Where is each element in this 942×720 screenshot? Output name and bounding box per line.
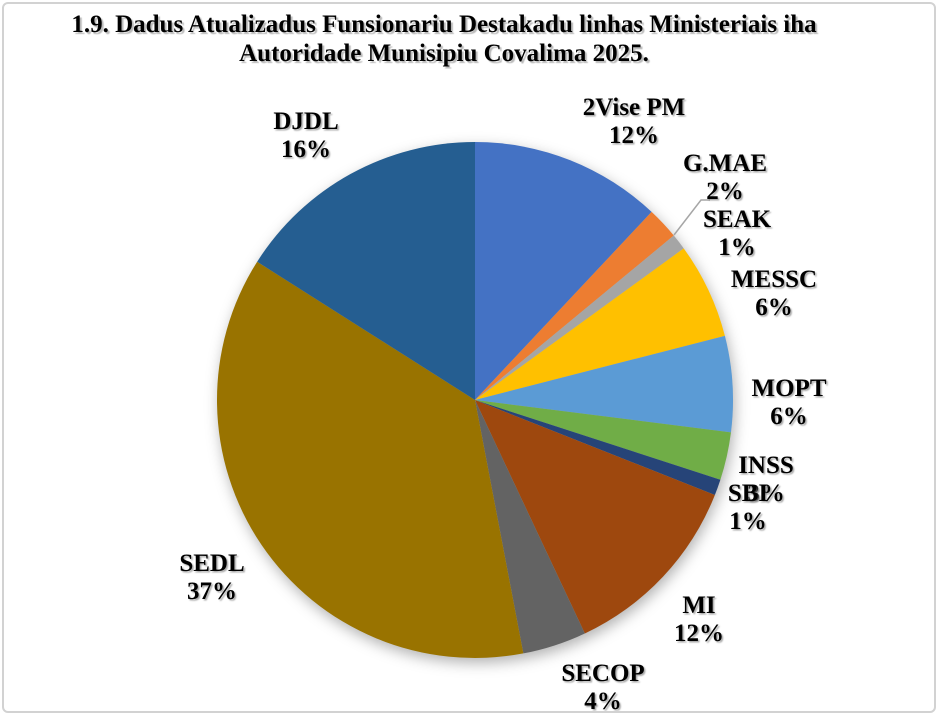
chart-title-line1: 1.9. Dadus Atualizadus Funsionariu Desta… [71,11,817,38]
pie-label-name-mopt: MOPT [751,375,827,402]
pie-label-name-djdl: DJDL [273,108,339,135]
pie-label-messc: MESSC 6% [731,266,817,322]
pie-label-value-mopt: 6% [770,403,808,430]
pie-label-name-messc: MESSC [730,266,818,293]
pie-slice-seak [475,235,684,400]
pie-slice-djdl [257,142,475,400]
pie-label-name-sedl: SEDL [179,550,245,577]
pie-slice-messc [475,248,725,400]
pie-label-value-sedl: 37% [187,578,237,605]
pie-label-value-messc: 6% [755,294,793,321]
pie-slice-sedl [216,261,524,658]
pie-label-seak: SEAK 1% [703,206,771,262]
pie-label-name-inss: INSS [738,452,794,479]
pie-label-value-g-mae: 2% [706,178,744,205]
pie-label-value-2vise-pm: 12% [608,122,659,149]
pie-label-djdl: DJDL 16% [273,108,338,164]
pie-label-sbi: SBI 1% [728,480,768,536]
pie-label-2vise-pm: 2Vise PM 12% [583,94,686,150]
leader-line-g-mae [673,199,710,236]
pie-label-inss: INSS 3% [738,452,794,508]
chart-title: 1.9. Dadus Atualizadus Funsionariu Desta… [4,10,884,68]
pie-label-name-seak: SEAK [702,206,772,233]
pie-label-g-mae: G.MAE 2% [683,150,767,206]
pie-label-value-inss: 3% [747,480,785,507]
pie-label-mi: MI 12% [674,592,724,648]
pie-slice-sbi [475,400,721,495]
pie-label-value-djdl: 16% [280,136,331,163]
pie-label-name-g-mae: G.MAE [682,150,768,177]
pie-label-mopt: MOPT 6% [752,375,827,431]
chart-title-line2: Autoridade Munisipiu Covalima 2025. [239,40,649,67]
pie-label-value-secop: 4% [584,688,622,713]
pie-label-secop: SECOP 4% [561,660,645,713]
pie-chart [216,142,734,658]
chart-frame: 1.9. Dadus Atualizadus Funsionariu Desta… [2,2,936,713]
pie-slice-mi [475,400,715,634]
pie-slice-2vise-pm [475,142,652,400]
pie-label-value-mi: 12% [674,620,724,647]
pie-slice-secop [475,400,585,654]
pie-label-value-seak: 1% [718,234,756,261]
pie-label-name-mi: MI [682,592,716,619]
pie-label-value-sbi: 1% [729,508,767,535]
pie-slice-mopt [475,335,734,433]
pie-label-sedl: SEDL 37% [179,550,244,606]
pie-label-name-sbi: SBI [727,480,769,507]
pie-slice-inss [475,400,731,480]
pie-label-name-2vise-pm: 2Vise PM [582,94,686,121]
pie-slice-g-mae [475,211,674,400]
pie-label-name-secop: SECOP [561,660,645,687]
